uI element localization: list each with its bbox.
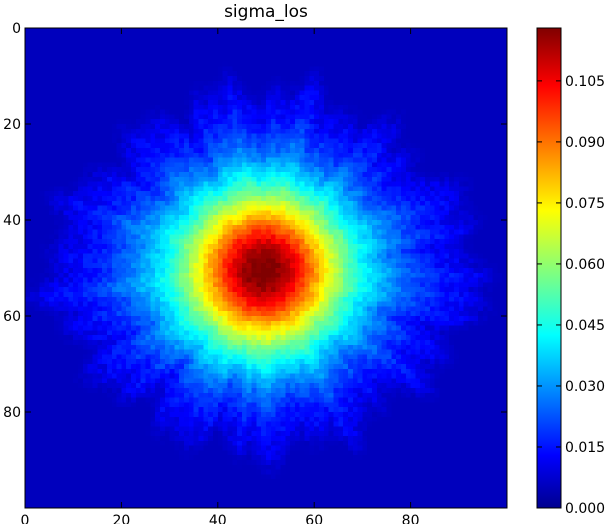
colorbar-tick-label: 0.030 [565, 379, 605, 395]
colorbar-tick-label: 0.015 [565, 440, 605, 456]
x-tick-label: 40 [209, 513, 227, 524]
colorbar-tick-label: 0.090 [565, 135, 605, 151]
y-tick-label: 0 [12, 21, 21, 37]
x-tick-label: 80 [402, 513, 420, 524]
y-tick-label: 80 [3, 405, 21, 421]
colorbar-tick-label: 0.045 [565, 318, 605, 334]
x-axis-ticks: 0 20 40 60 80 [21, 28, 420, 524]
y-axis-ticks: 0 20 40 60 80 [3, 21, 507, 421]
colorbar-ticks: 0.000 0.015 0.030 0.045 0.060 0.075 0.090 0.105 [537, 74, 605, 517]
y-tick-label: 20 [3, 117, 21, 133]
x-tick-label: 0 [21, 513, 30, 524]
heatmap-plot-area: 0 20 40 60 80 0 20 40 60 80 [3, 21, 508, 524]
colorbar-tick-label: 0.060 [565, 257, 605, 273]
colorbar: 0.000 0.015 0.030 0.045 0.060 0.075 0.090 0.105 [536, 27, 605, 517]
y-tick-label: 60 [3, 309, 21, 325]
x-tick-label: 60 [305, 513, 323, 524]
colorbar-tick-label: 0.000 [565, 501, 605, 517]
plot-frame [24, 27, 508, 509]
heatmap-raster-container [25, 28, 507, 508]
y-tick-label: 40 [3, 213, 21, 229]
colorbar-tick-label: 0.075 [565, 196, 605, 212]
colorbar-tick-label: 0.105 [565, 74, 605, 90]
x-tick-label: 20 [112, 513, 130, 524]
colorbar-gradient [536, 27, 562, 509]
heatmap-raster [25, 28, 507, 508]
chart-title: sigma_los [224, 2, 308, 22]
